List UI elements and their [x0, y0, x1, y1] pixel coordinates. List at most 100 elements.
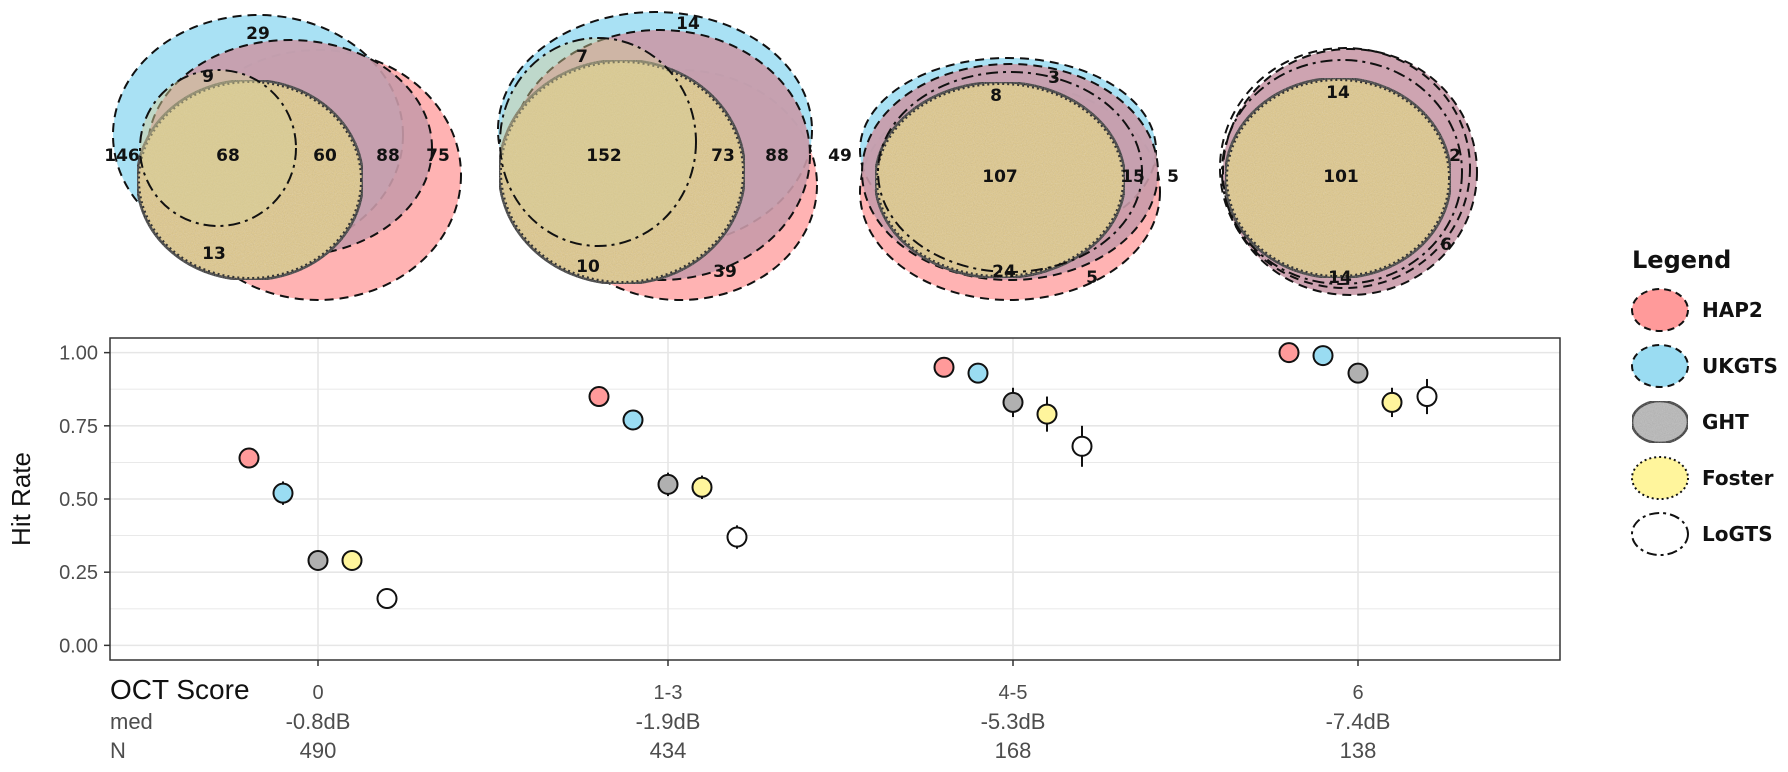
venn-count: 5 [1086, 268, 1098, 288]
x-axis: 0 1-3 4-5 6 [312, 660, 1364, 704]
data-point [341, 549, 363, 571]
venn-ukgts [1219, 47, 1471, 289]
legend: Legend HAP2 UKGTS GHT Foster LoGTS [1630, 246, 1778, 556]
venn-logts [877, 71, 1143, 273]
x-tick-label: 1-3 [654, 682, 683, 704]
data-point [1312, 345, 1334, 367]
n-value: 168 [995, 738, 1032, 763]
venn-panel-oct-1-3: 14 7 152 73 88 49 10 39 [497, 11, 852, 301]
legend-label-hap2: HAP2 [1702, 298, 1763, 322]
plot-area: 0.00 0.25 0.50 0.75 1.00 0 1-3 4-5 6 Hit Rate [6, 337, 1561, 704]
footer-columns: -0.8dB -1.9dB -5.3dB -7.4dB 490 434 168 138 [286, 709, 1391, 763]
data-point [376, 588, 398, 610]
y-tick-label: 0.50 [59, 489, 98, 511]
data-points [238, 342, 1438, 610]
data-point [726, 526, 748, 548]
venn-foster [138, 81, 362, 279]
data-point [1347, 362, 1369, 384]
med-value: -1.9dB [636, 709, 701, 734]
legend-title: Legend [1632, 246, 1731, 274]
venn-count: 101 [1323, 167, 1359, 187]
med-value: -7.4dB [1326, 709, 1391, 734]
venn-panels: 29 9 146 68 60 88 75 13 14 7 152 73 88 4… [104, 11, 1478, 301]
venn-count: 152 [586, 146, 622, 166]
data-point [1071, 435, 1093, 457]
data-point [307, 549, 329, 571]
venn-count: 146 [104, 146, 140, 166]
med-label: med [110, 709, 153, 734]
venn-count: 13 [202, 244, 226, 264]
y-tick-label: 1.00 [59, 343, 98, 365]
venn-count: 88 [376, 146, 400, 166]
venn-count: 6 [1440, 235, 1452, 255]
venn-count: 9 [202, 67, 214, 87]
venn-panel-oct-4-5: 3 8 107 15 5 24 5 [859, 57, 1179, 301]
data-point [1381, 391, 1403, 413]
venn-count: 14 [1326, 83, 1350, 103]
venn-count: 49 [828, 146, 852, 166]
venn-foster [1226, 79, 1450, 277]
n-value: 490 [300, 738, 337, 763]
venn-ght [873, 80, 1127, 280]
venn-count: 24 [992, 262, 1016, 282]
n-value: 138 [1340, 738, 1377, 763]
venn-count: 29 [246, 24, 270, 44]
venn-count: 14 [1328, 268, 1352, 288]
x-tick-label: 0 [312, 682, 323, 704]
med-value: -0.8dB [286, 709, 351, 734]
venn-foster [500, 61, 744, 283]
legend-key-logts [1631, 512, 1689, 556]
venn-count: 73 [711, 146, 735, 166]
venn-count: 7 [576, 47, 588, 67]
data-point [691, 476, 713, 498]
y-axis: 0.00 0.25 0.50 0.75 1.00 [59, 343, 110, 657]
n-label: N [110, 738, 126, 763]
venn-panel-oct-0: 29 9 146 68 60 88 75 13 [104, 14, 462, 301]
x-tick-label: 4-5 [999, 682, 1028, 704]
data-point [238, 447, 260, 469]
legend-key-ukgts [1631, 344, 1689, 388]
y-tick-label: 0.00 [59, 635, 98, 657]
venn-ght [497, 58, 747, 286]
venn-count: 107 [982, 167, 1018, 187]
data-point [1036, 403, 1058, 425]
y-tick-label: 0.25 [59, 562, 98, 584]
legend-item-logts: LoGTS [1631, 512, 1773, 556]
data-point [622, 409, 644, 431]
legend-item-ght: GHT [1630, 399, 1749, 445]
venn-ght [1223, 76, 1453, 280]
data-point [933, 356, 955, 378]
data-point [1278, 342, 1300, 364]
legend-key-foster [1631, 456, 1689, 500]
legend-key-hap2 [1631, 288, 1689, 332]
venn-count: 75 [426, 146, 450, 166]
venn-panel-oct-6: 14 2 101 6 14 [1219, 47, 1478, 296]
venn-count: 60 [313, 146, 337, 166]
venn-logts [1221, 59, 1463, 285]
legend-label-logts: LoGTS [1702, 522, 1773, 546]
venn-logts [499, 37, 697, 247]
oct-score-label: OCT Score [110, 674, 250, 705]
data-point [1002, 391, 1024, 413]
legend-item-foster: Foster [1631, 456, 1774, 500]
venn-count: 5 [1167, 167, 1179, 187]
legend-key-ght [1630, 399, 1690, 445]
legend-item-ukgts: UKGTS [1631, 344, 1778, 388]
data-point [967, 362, 989, 384]
venn-count: 15 [1121, 167, 1145, 187]
venn-count: 2 [1449, 146, 1461, 166]
venn-count: 3 [1048, 68, 1060, 88]
legend-label-ght: GHT [1702, 410, 1749, 434]
venn-count: 10 [576, 257, 600, 277]
data-point [588, 386, 610, 408]
n-value: 434 [650, 738, 687, 763]
venn-foster [876, 83, 1124, 277]
gridlines [110, 338, 1560, 660]
data-point [272, 482, 294, 504]
y-tick-label: 0.75 [59, 416, 98, 438]
y-axis-title: Hit Rate [6, 452, 36, 546]
legend-label-foster: Foster [1702, 466, 1774, 490]
med-value: -5.3dB [981, 709, 1046, 734]
legend-label-ukgts: UKGTS [1702, 354, 1778, 378]
venn-count: 8 [990, 86, 1002, 106]
